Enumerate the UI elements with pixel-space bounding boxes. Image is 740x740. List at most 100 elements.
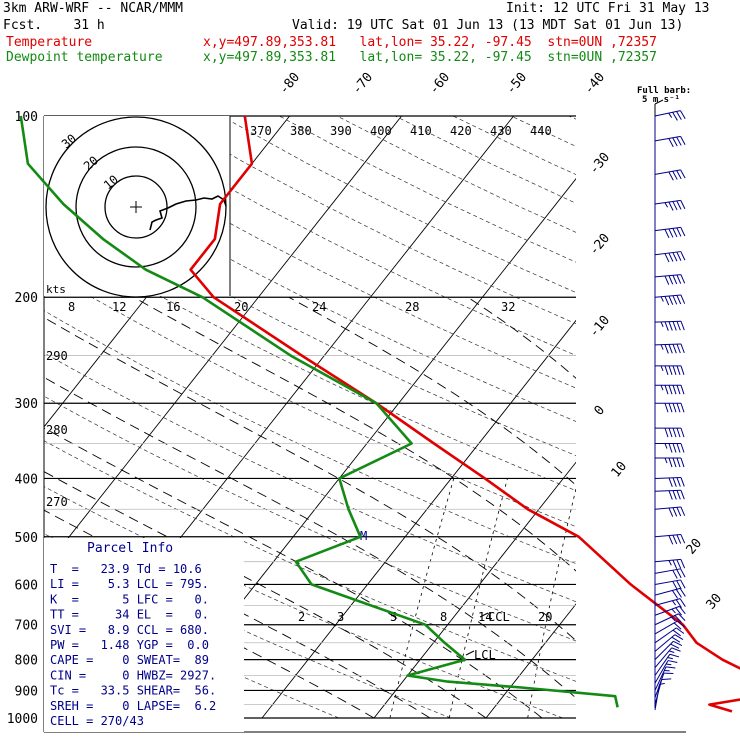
dewpoint-profile: [19, 115, 619, 708]
wind-barb: [654, 634, 684, 652]
wind-barb: [654, 343, 685, 354]
wind-barb-staff: [654, 169, 681, 175]
wind-barb-flag: [671, 590, 679, 599]
wind-barb: [654, 294, 686, 306]
wind-barb-flag: [670, 643, 680, 649]
wind-barb-flag: [680, 169, 686, 179]
dewpoint-point-info: x,y=497.89,353.81 lat,lon= 35.22, -97.45…: [203, 50, 657, 65]
wind-barb-flag: [680, 534, 686, 544]
parcel-row: PW = 1.48 YGP = 0.0: [50, 638, 209, 652]
wind-barb-flag: [679, 598, 686, 607]
wind-barb-flag: [672, 365, 677, 375]
wind-barb: [655, 457, 685, 468]
wind-barb-flag: [679, 588, 686, 597]
dry-adiabat: [163, 116, 576, 325]
wind-barb-flag: [676, 274, 682, 284]
wind-barb-flag: [668, 275, 674, 285]
wind-barb-staff: [654, 199, 681, 205]
wind-barb-flag: [676, 507, 682, 517]
wind-barb-flag: [672, 344, 677, 354]
wind-barb-flag: [673, 622, 682, 630]
theta-e-label: 380: [290, 124, 312, 138]
dry-adiabat: [394, 116, 576, 204]
wind-barb: [654, 199, 686, 211]
parcel-row: CAPE = 0 SWEAT= 89: [50, 653, 209, 667]
wind-barb-flag: [672, 137, 678, 147]
isotherm-label: -40: [582, 70, 609, 98]
wind-barb-flag: [680, 321, 685, 331]
wind-barb-staff: [654, 666, 667, 691]
wind-barb-flag: [672, 295, 678, 305]
wind-barb-flag: [668, 507, 674, 517]
wind-barb-flag: [672, 403, 677, 413]
wind-barb-flag: [673, 640, 683, 646]
wind-barb-flag: [668, 443, 673, 453]
lcl-tick: [465, 650, 475, 656]
mixing-ratio-label: 20: [234, 300, 248, 314]
parcel-info-title: Parcel Info: [87, 541, 173, 556]
wind-barb-flag: [676, 295, 682, 305]
wind-barb-flag: [664, 229, 670, 239]
wind-barb-flag: [672, 228, 678, 238]
wind-barb-flag: [672, 559, 678, 570]
wind-barb-half-flag: [660, 344, 664, 350]
mixing-ratio-label-low: 20: [538, 610, 552, 624]
wind-barb: [654, 110, 686, 121]
theta-label: 270: [46, 495, 68, 509]
wind-barb-staff: [654, 673, 665, 698]
parcel-row: TT = 34 EL = 0.: [50, 608, 209, 622]
wind-barb: [654, 587, 686, 599]
wind-barb-flag: [664, 427, 669, 438]
wind-barb-flag: [676, 111, 682, 120]
wind-barb-flag: [672, 569, 678, 579]
pressure-label: 500: [15, 531, 38, 546]
pressure-label: 300: [15, 397, 38, 412]
parcel-row: CELL = 270/43: [50, 714, 144, 728]
wind-barb-flag: [668, 252, 674, 262]
wind-barb: [654, 506, 686, 517]
wind-barb: [654, 477, 685, 488]
wind-barb-flag: [680, 110, 686, 120]
wind-barb-flag: [680, 477, 685, 487]
mixing-ratio-label-low: 5: [390, 610, 397, 624]
wind-barb-flag: [669, 653, 680, 658]
wind-barb-staff: [654, 634, 676, 652]
wind-barb-staff: [654, 135, 681, 142]
model-title: 3km ARW-WRF -- NCAR/MMM: [3, 1, 184, 16]
wind-barb-flag: [680, 251, 686, 261]
wind-barb-flag: [678, 613, 686, 621]
pressure-label: 400: [15, 472, 38, 487]
wind-barb-flag: [676, 559, 682, 569]
mixing-ratio-line: [723, 478, 740, 718]
wind-barb-half-flag: [664, 443, 668, 449]
wind-barb-half-flag: [660, 296, 664, 302]
wind-barb-half-flag: [664, 202, 669, 208]
wind-barb: [654, 653, 680, 676]
lcl-marker: LCL: [474, 648, 496, 662]
theta-label: 280: [46, 423, 68, 437]
wind-barb-flag: [668, 228, 674, 238]
wind-barb-staff: [654, 613, 679, 626]
wind-barb: [654, 620, 685, 635]
wind-barb-staff: [654, 598, 681, 606]
wind-barb-flag: [680, 443, 685, 453]
isotherm-label: 20: [684, 536, 706, 558]
wind-barb-flag: [680, 274, 686, 284]
wind-barb: [654, 226, 686, 239]
pressure-label: 600: [15, 578, 38, 593]
wind-barb-flag: [676, 427, 681, 438]
mixing-ratio-label: 32: [501, 300, 515, 314]
wind-barb-flag: [676, 251, 682, 261]
mixing-ratio-label-low: 3: [337, 610, 344, 624]
wind-barb-staff: [654, 653, 671, 676]
wind-barb-flag: [668, 321, 673, 331]
isotherm-line: [261, 319, 576, 719]
ccl-marker: CCL: [488, 610, 510, 624]
mixing-ratio-label: 16: [166, 300, 180, 314]
parcel-info-panel: Parcel Info T = 23.9 Td = 10.6LI = 5.3 L…: [44, 538, 244, 732]
theta-e-label: 370: [250, 124, 272, 138]
barb-legend-label: Full barb:: [637, 86, 691, 96]
barb-legend-units: 5 m s⁻¹: [642, 95, 680, 105]
mixing-ratio-label: 28: [405, 300, 419, 314]
wind-barb: [655, 443, 685, 453]
